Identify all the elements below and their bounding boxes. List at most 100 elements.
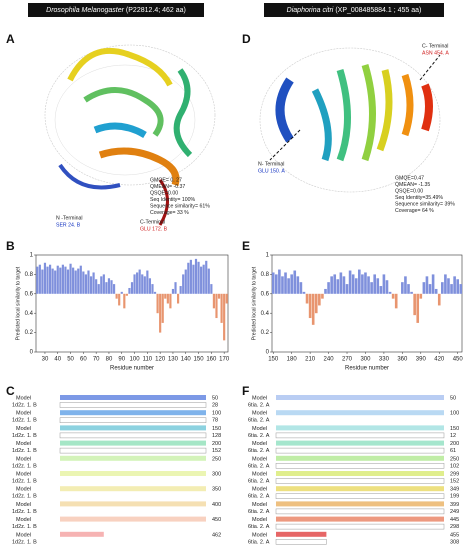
stat: Seq Identity=35.49% [395,195,443,201]
bar [336,279,340,294]
bar [290,274,293,294]
stat: GMQE=0.47 [395,175,424,181]
bar [192,264,195,294]
bar [333,274,337,294]
bar [84,274,88,294]
template-bar [275,432,445,439]
bar [419,293,423,299]
bar [278,269,281,294]
accession: (XP_008485884.1 ; 455 aa) [335,7,421,14]
template-label: 6tia. 2. A [248,402,270,408]
bar [212,293,216,309]
model-end: 50 [212,395,218,401]
bar [287,278,290,294]
model-label: Model [252,502,267,508]
bar [59,267,62,294]
stat: QSQE=0.00 [395,188,423,194]
bar [401,282,404,294]
template-bar [275,539,327,545]
bar [171,288,175,294]
model-bar [60,471,206,476]
stat: Coverage= 33 % [150,210,189,216]
stat: GMQE= 0. 27 [150,177,182,183]
model-end: 399 [450,502,459,508]
x-tick-label: 150 [194,357,205,363]
bar [174,282,177,294]
panel-label: C [6,384,15,398]
bar [450,284,453,294]
bar [318,293,321,306]
model-end: 100 [450,411,459,417]
bar [169,293,172,309]
bar [281,276,284,294]
bar [95,279,98,294]
bar [388,291,392,294]
x-tick-label: 160 [206,357,217,363]
bar [79,265,82,294]
bar [456,279,460,294]
bar [385,280,389,294]
x-tick-label: 50 [67,357,74,363]
panel-label: F [242,384,249,398]
structure-a [44,44,216,226]
bar [118,293,121,306]
y-axis-label: Predicted local similarity to target [251,266,257,340]
bar [370,282,373,294]
bar [330,276,333,294]
template-bar [275,463,445,469]
bar [197,261,200,294]
template-label: 1d2z. 1. B [12,448,37,454]
y-tick-label: 0.8 [25,272,34,278]
bar [202,264,205,294]
bar [342,276,346,294]
bar [376,278,380,294]
bar [89,276,93,294]
bar [210,284,213,294]
model-label: Model [16,411,31,417]
x-tick-label: 390 [416,357,427,363]
bar [138,269,141,294]
model-label: Model [16,456,31,462]
template-label: 6tia. 2. A [248,478,270,484]
bar [404,276,407,294]
model-end: 50 [450,395,456,401]
x-tick-label: 240 [324,357,335,363]
bar [156,293,159,314]
bar [136,272,139,294]
model-end: 250 [450,456,459,462]
model-bar [60,410,206,416]
template-label: 6tia. 2. A [248,433,270,439]
accession: (P22812.4; 462 aa) [126,7,186,14]
template-end: 152 [450,478,459,484]
bar [182,274,185,294]
template-bar [275,523,445,530]
bar [102,274,105,294]
bar [194,258,198,294]
bar [128,287,131,294]
model-end: 350 [212,487,221,493]
template-bar [275,447,445,454]
y-tick-label: 0.6 [261,291,270,297]
bar [41,269,44,294]
bar [453,276,456,294]
stat: Sequence similarity= 39% [395,201,455,207]
bar [373,274,376,294]
bar [348,270,352,294]
bar [100,276,103,294]
model-label: Model [16,426,31,432]
x-tick-label: 60 [80,357,87,363]
model-end: 349 [450,487,459,493]
x-tick-label: 450 [453,357,464,363]
template-label: 1d2z. 1. B [12,478,37,484]
bar [82,271,85,294]
model-label: Model [252,456,267,462]
template-label: 6tia. 2. A [248,494,270,500]
x-tick-label: 90 [118,357,125,363]
stat: Seq Identity= 100% [150,197,196,203]
model-bar [276,501,444,507]
bar [284,272,287,294]
x-tick-label: 140 [181,357,192,363]
model-bar [60,486,206,492]
bar [51,268,54,294]
model-end: 150 [212,426,221,432]
